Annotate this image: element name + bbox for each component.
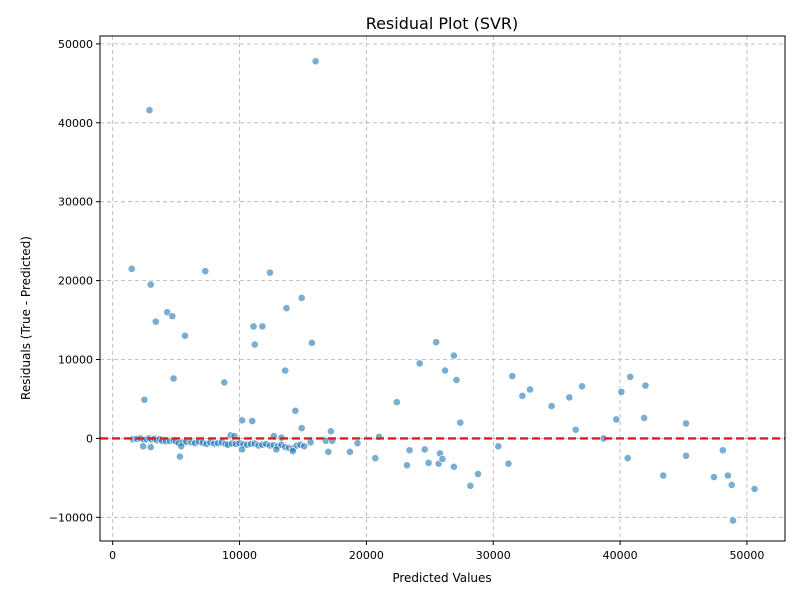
residual-point	[547, 402, 556, 410]
y-tick-label: 0	[86, 432, 93, 445]
residual-point	[750, 485, 759, 493]
residual-point	[258, 322, 267, 331]
residual-point	[565, 393, 574, 402]
residual-point	[724, 471, 732, 480]
residual-point	[504, 459, 513, 468]
residual-point	[450, 351, 458, 360]
residual-point	[456, 418, 465, 427]
residual-point	[659, 471, 668, 480]
residual-point	[297, 294, 306, 302]
residual-point	[250, 340, 259, 349]
residual-point	[146, 280, 155, 289]
scatter-points	[127, 57, 759, 525]
residual-point	[248, 417, 257, 425]
residual-point	[729, 516, 737, 525]
residual-point	[710, 473, 718, 481]
residual-point	[571, 425, 580, 434]
residual-point	[452, 376, 461, 384]
residual-point	[281, 366, 290, 375]
x-tick-label: 40000	[603, 549, 638, 562]
residual-point	[288, 447, 297, 455]
residual-point	[420, 445, 429, 454]
residual-point	[266, 268, 274, 277]
residual-point	[353, 439, 362, 448]
residual-point	[127, 264, 136, 273]
residual-point	[282, 304, 291, 313]
y-axis-label: Residuals (True - Predicted)	[19, 236, 33, 400]
residual-point	[176, 452, 184, 461]
grid-lines	[100, 36, 785, 541]
residual-point	[424, 458, 433, 467]
y-tick-label: 50000	[58, 38, 93, 51]
x-axis-label: Predicted Values	[392, 571, 491, 585]
x-axis-ticks: 0 10000 20000 30000 40000 50000	[109, 541, 764, 562]
residual-point	[526, 385, 534, 394]
residual-point	[307, 339, 316, 347]
y-tick-label: 20000	[58, 275, 93, 288]
residual-point	[139, 442, 148, 451]
residual-point	[326, 427, 335, 436]
residual-point	[403, 461, 411, 470]
plot-frame	[99, 35, 786, 542]
residual-point	[682, 419, 690, 428]
residual-point	[163, 308, 172, 317]
residual-point	[345, 447, 354, 456]
residual-point	[145, 106, 154, 115]
x-tick-label: 50000	[729, 549, 764, 562]
x-tick-label: 0	[109, 549, 116, 562]
residual-point	[238, 445, 246, 454]
residual-point	[617, 387, 626, 396]
residual-point	[626, 372, 635, 381]
residual-point	[508, 372, 517, 380]
residual-point	[291, 406, 300, 415]
y-tick-label: 10000	[58, 354, 93, 367]
y-tick-label: 40000	[58, 117, 93, 130]
x-tick-label: 10000	[222, 549, 257, 562]
residual-point	[438, 455, 447, 463]
residual-point	[450, 462, 458, 471]
y-tick-label: 30000	[58, 196, 93, 209]
x-tick-label: 20000	[349, 549, 384, 562]
y-axis-ticks: −10000 0 10000 20000 30000 40000 50000	[49, 38, 100, 524]
residual-point	[623, 454, 632, 463]
residual-point	[518, 391, 527, 400]
residual-point	[177, 442, 186, 451]
residual-point	[682, 451, 690, 460]
residual-point	[612, 415, 621, 424]
residual-point	[727, 481, 736, 489]
residual-point	[640, 414, 649, 422]
residual-point	[392, 398, 401, 407]
y-tick-label: −10000	[49, 511, 93, 524]
residual-point	[578, 382, 586, 391]
residual-point	[415, 359, 424, 368]
residual-point	[432, 338, 441, 347]
residual-point	[494, 442, 503, 451]
residual-point	[466, 481, 475, 490]
residual-point	[201, 267, 210, 276]
residual-point	[140, 395, 149, 404]
residual-point	[146, 443, 155, 452]
residual-point	[181, 331, 189, 340]
residual-point	[641, 381, 650, 390]
residual-point	[169, 374, 178, 383]
residual-point	[405, 446, 414, 455]
chart-title: Residual Plot (SVR)	[366, 14, 519, 33]
residual-point	[306, 438, 315, 447]
residual-point	[249, 322, 258, 331]
x-tick-label: 30000	[476, 549, 511, 562]
residual-point	[300, 442, 309, 451]
residual-point	[324, 447, 333, 456]
residual-point	[371, 454, 380, 463]
residual-point	[238, 416, 246, 425]
residual-point	[311, 57, 320, 66]
residual-point	[718, 446, 727, 455]
residual-point	[272, 445, 281, 454]
residual-point	[441, 366, 449, 375]
residual-point	[297, 424, 306, 433]
residual-point	[220, 378, 229, 387]
residual-point	[474, 470, 482, 478]
residual-point	[151, 317, 160, 326]
residual-point	[168, 312, 177, 321]
